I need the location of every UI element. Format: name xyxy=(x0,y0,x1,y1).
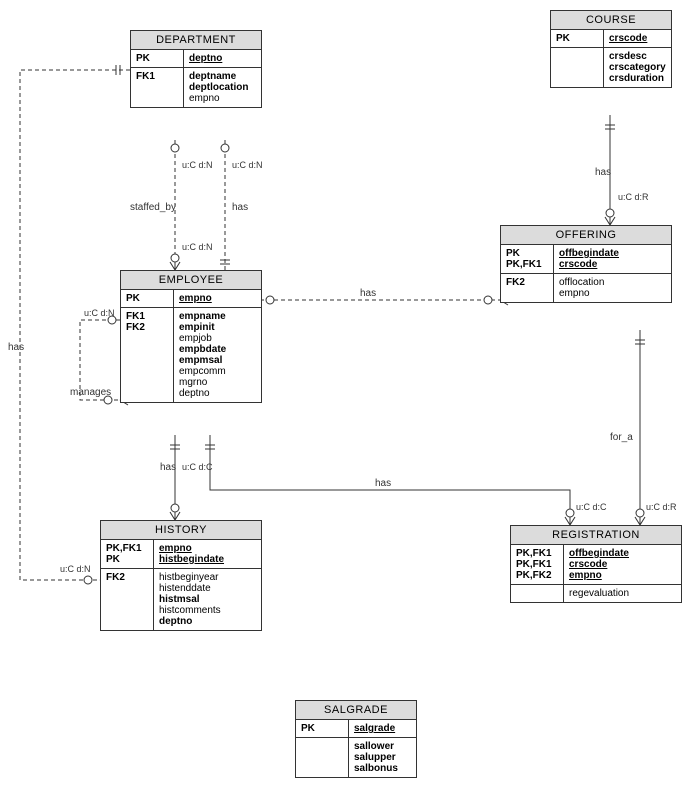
attr-cell: empno xyxy=(174,290,262,308)
key-cell: PK,FK1PK xyxy=(101,540,154,569)
svg-text:u:C d:N: u:C d:N xyxy=(182,160,213,170)
key-cell: PK xyxy=(296,720,349,738)
rel-has-emp-hist: has xyxy=(160,462,176,473)
entity-attrs: PK,FK1PKempnohistbegindateFK2histbeginye… xyxy=(101,540,261,630)
attr-cell: deptno xyxy=(184,50,262,68)
entity-title: SALGRADE xyxy=(296,701,416,720)
rel-has-dept-hist: has xyxy=(8,342,24,353)
entity-title: EMPLOYEE xyxy=(121,271,261,290)
rel-staffed-by: staffed_by xyxy=(130,202,176,213)
attr-cell: empnameempinitempjobempbdateempmsalempco… xyxy=(174,308,262,403)
attr-cell: histbeginyearhistenddatehistmsalhistcomm… xyxy=(154,569,262,631)
key-cell xyxy=(551,48,604,88)
key-cell: PK xyxy=(551,30,604,48)
entity-employee: EMPLOYEEPKempnoFK1FK2empnameempinitempjo… xyxy=(120,270,262,403)
key-cell xyxy=(296,738,349,778)
key-cell: PK xyxy=(131,50,184,68)
svg-text:u:C d:N: u:C d:N xyxy=(232,160,263,170)
entity-course: COURSEPKcrscodecrsdesccrscategorycrsdura… xyxy=(550,10,672,88)
svg-text:u:C d:N: u:C d:N xyxy=(182,242,213,252)
entity-attrs: PKcrscodecrsdesccrscategorycrsduration xyxy=(551,30,671,87)
key-cell xyxy=(511,585,564,603)
entity-department: DEPARTMENTPKdeptnoFK1deptnamedeptlocatio… xyxy=(130,30,262,108)
entity-title: OFFERING xyxy=(501,226,671,245)
attr-cell: salgrade xyxy=(349,720,417,738)
relationship-layer: staffed_by u:C d:N u:C d:N has u:C d:N h… xyxy=(0,0,690,803)
attr-cell: offbegindatecrscodeempno xyxy=(564,545,682,585)
entity-title: HISTORY xyxy=(101,521,261,540)
key-cell: FK2 xyxy=(101,569,154,631)
rel-for-a: for_a xyxy=(610,432,633,443)
attr-cell: offbegindatecrscode xyxy=(554,245,672,274)
svg-text:u:C d:R: u:C d:R xyxy=(646,502,677,512)
key-cell: PK,FK1PK,FK1PK,FK2 xyxy=(511,545,564,585)
entity-attrs: PKempnoFK1FK2empnameempinitempjobempbdat… xyxy=(121,290,261,402)
entity-attrs: PKsalgradesallowersaluppersalbonus xyxy=(296,720,416,777)
entity-attrs: PKPK,FK1offbegindatecrscodeFK2offlocatio… xyxy=(501,245,671,302)
entity-offering: OFFERINGPKPK,FK1offbegindatecrscodeFK2of… xyxy=(500,225,672,303)
attr-cell: deptnamedeptlocationempno xyxy=(184,68,262,108)
rel-has-course-off: has xyxy=(595,167,611,178)
entity-title: DEPARTMENT xyxy=(131,31,261,50)
svg-text:u:C d:R: u:C d:R xyxy=(618,192,649,202)
er-canvas: staffed_by u:C d:N u:C d:N has u:C d:N h… xyxy=(0,0,690,803)
entity-attrs: PKdeptnoFK1deptnamedeptlocationempno xyxy=(131,50,261,107)
svg-text:u:C d:N: u:C d:N xyxy=(84,308,115,318)
entity-history: HISTORYPK,FK1PKempnohistbegindateFK2hist… xyxy=(100,520,262,631)
rel-has-emp-off: has xyxy=(360,288,376,299)
key-cell: FK1FK2 xyxy=(121,308,174,403)
key-cell: PK xyxy=(121,290,174,308)
key-cell: PKPK,FK1 xyxy=(501,245,554,274)
entity-salgrade: SALGRADEPKsalgradesallowersaluppersalbon… xyxy=(295,700,417,778)
entity-title: COURSE xyxy=(551,11,671,30)
rel-manages: manages xyxy=(70,387,111,398)
attr-cell: sallowersaluppersalbonus xyxy=(349,738,417,778)
rel-has-emp-reg: has xyxy=(375,478,391,489)
rel-has-dept-emp: has xyxy=(232,202,248,213)
entity-registration: REGISTRATIONPK,FK1PK,FK1PK,FK2offbeginda… xyxy=(510,525,682,603)
key-cell: FK1 xyxy=(131,68,184,108)
entity-attrs: PK,FK1PK,FK1PK,FK2offbegindatecrscodeemp… xyxy=(511,545,681,602)
svg-text:u:C d:C: u:C d:C xyxy=(576,502,607,512)
attr-cell: regevaluation xyxy=(564,585,682,603)
attr-cell: offlocationempno xyxy=(554,274,672,303)
attr-cell: crsdesccrscategorycrsduration xyxy=(604,48,672,88)
key-cell: FK2 xyxy=(501,274,554,303)
attr-cell: empnohistbegindate xyxy=(154,540,262,569)
entity-title: REGISTRATION xyxy=(511,526,681,545)
svg-text:u:C d:N: u:C d:N xyxy=(60,564,91,574)
svg-text:u:C d:C: u:C d:C xyxy=(182,462,213,472)
attr-cell: crscode xyxy=(604,30,672,48)
